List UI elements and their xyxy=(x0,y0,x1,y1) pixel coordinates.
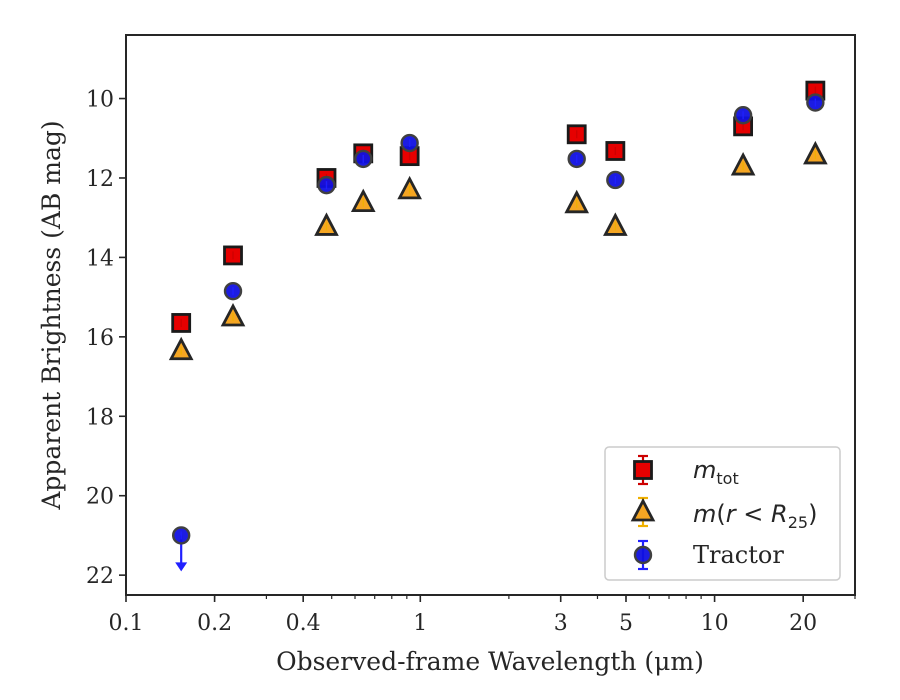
plot-frame xyxy=(125,34,856,596)
series-tractor xyxy=(171,93,825,572)
x-tick-label: 0.2 xyxy=(197,611,232,636)
y-tick-label: 12 xyxy=(86,167,114,192)
legend-label-tractor: Tractor xyxy=(693,541,784,569)
data-marks xyxy=(168,80,828,572)
x-tick-label: 20 xyxy=(789,611,817,636)
legend-markers xyxy=(630,454,656,571)
x-tick-label: 1 xyxy=(413,611,427,636)
y-tick-label: 18 xyxy=(86,405,114,430)
axis-ticks: 0.1 0.2 0.4 1 3 5 10 20 10 12 14 16 18 20 22 xyxy=(86,88,856,636)
legend-marker-mr25 xyxy=(630,497,656,522)
legend-frame xyxy=(604,446,841,581)
x-tick-label: 0.1 xyxy=(109,611,144,636)
x-tick-label: 0.4 xyxy=(286,611,321,636)
x-tick-label: 5 xyxy=(619,611,633,636)
legend-marker-tractor xyxy=(633,545,653,565)
upper-limit-arrow-head xyxy=(175,562,188,572)
y-tick-label: 20 xyxy=(86,485,114,510)
x-axis-title: Observed-frame Wavelength (μm) xyxy=(276,647,704,676)
y-axis-title: Apparent Brightness (AB mag) xyxy=(37,120,66,510)
legend-label-mr25: m(r < R25) xyxy=(693,500,817,532)
x-tick-label: 3 xyxy=(554,611,568,636)
x-tick-label: 10 xyxy=(701,611,729,636)
y-tick-label: 14 xyxy=(86,246,114,271)
y-tick-label: 10 xyxy=(86,88,114,113)
y-tick-label: 22 xyxy=(86,564,114,589)
series-mr25 xyxy=(168,140,828,361)
y-tick-label: 16 xyxy=(86,326,114,351)
legend-marker-mtot xyxy=(633,460,653,480)
legend-label-mtot: mtot xyxy=(693,456,739,488)
legend: mtot m(r < R25) Tractor xyxy=(604,446,841,581)
